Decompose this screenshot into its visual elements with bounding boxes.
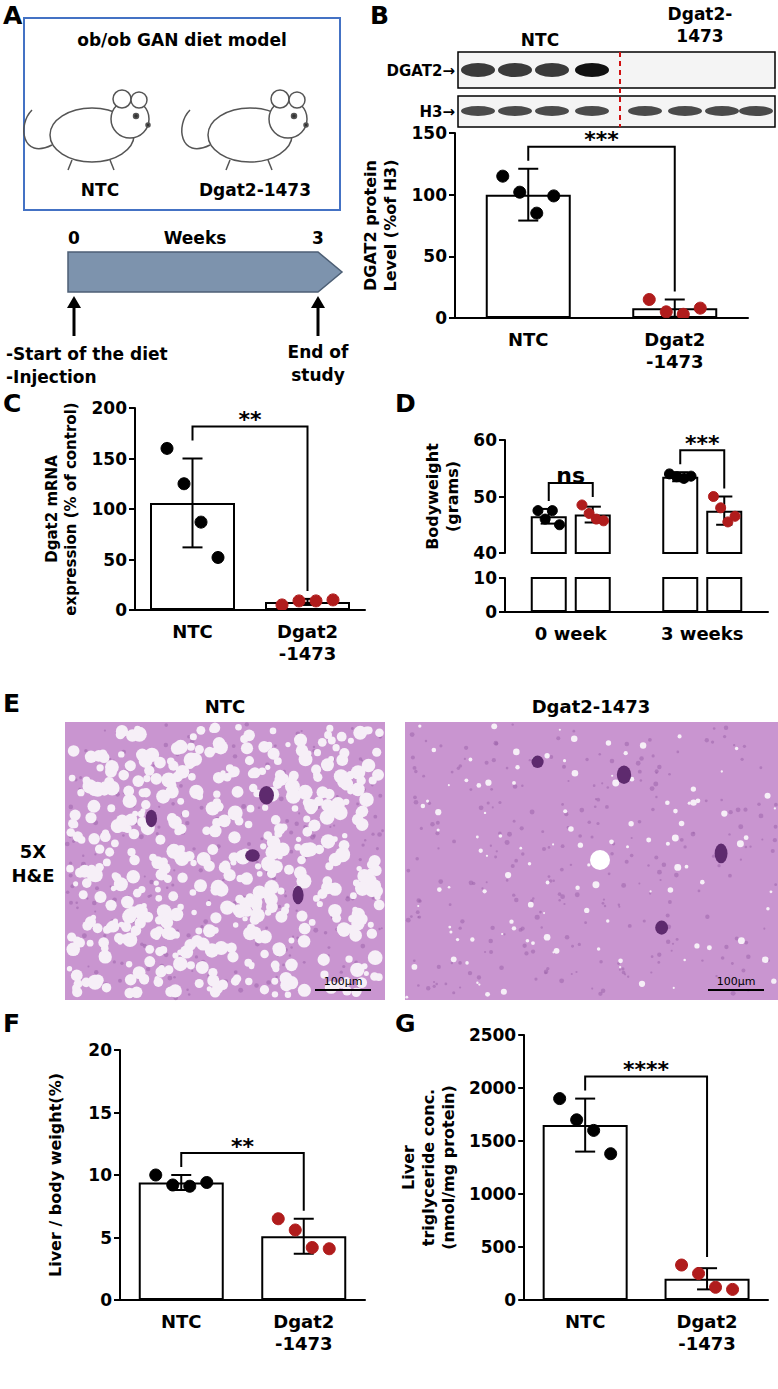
svg-text:NTC: NTC: [521, 30, 559, 50]
svg-text:Dgat2-1473: Dgat2-1473: [668, 4, 733, 46]
svg-text:5XH&E: 5XH&E: [11, 841, 54, 886]
svg-text:0 week: 0 week: [535, 623, 608, 644]
svg-text:ns: ns: [556, 463, 585, 488]
svg-text:NTC: NTC: [172, 621, 213, 642]
svg-text:DGAT2 protein: DGAT2 protein: [361, 160, 380, 291]
svg-text:1500: 1500: [469, 1131, 516, 1151]
svg-text:5: 5: [100, 1228, 112, 1248]
svg-text:**: **: [238, 407, 262, 432]
svg-text:500: 500: [481, 1237, 517, 1257]
svg-text:50: 50: [423, 246, 447, 266]
svg-text:0: 0: [115, 600, 127, 620]
svg-text:C: C: [3, 389, 21, 418]
svg-text:End ofstudy: End ofstudy: [288, 342, 349, 385]
svg-text:NTC: NTC: [81, 180, 119, 200]
svg-text:0: 0: [100, 1290, 112, 1310]
svg-text:ob/ob GAN diet model: ob/ob GAN diet model: [77, 30, 287, 50]
svg-text:3: 3: [312, 228, 324, 248]
svg-text:-Start of the diet: -Start of the diet: [6, 344, 168, 364]
svg-text:-1473: -1473: [646, 351, 704, 372]
svg-text:***: ***: [584, 127, 619, 152]
svg-text:H3→: H3→: [419, 103, 455, 121]
svg-text:Dgat2: Dgat2: [644, 329, 705, 350]
svg-text:Dgat2-1473: Dgat2-1473: [532, 696, 651, 717]
svg-text:100: 100: [92, 499, 128, 519]
svg-text:2000: 2000: [469, 1078, 516, 1098]
svg-text:0: 0: [504, 1290, 516, 1310]
svg-text:-1473: -1473: [678, 1333, 736, 1354]
svg-text:20: 20: [88, 1040, 112, 1060]
svg-text:(grams): (grams): [443, 461, 462, 532]
svg-text:100µm: 100µm: [324, 975, 363, 988]
svg-text:***: ***: [685, 431, 720, 456]
svg-text:DGAT2→: DGAT2→: [387, 62, 455, 80]
svg-text:50: 50: [103, 550, 127, 570]
svg-text:150: 150: [92, 449, 128, 469]
svg-text:Liver / body weight(%): Liver / body weight(%): [46, 1073, 65, 1277]
svg-text:triglyceride conc.: triglyceride conc.: [419, 1089, 438, 1246]
svg-text:****: ****: [623, 1057, 670, 1082]
svg-text:**: **: [231, 1134, 255, 1159]
svg-text:-1473: -1473: [279, 643, 337, 664]
svg-text:-1473: -1473: [275, 1333, 333, 1354]
svg-text:E: E: [3, 689, 20, 718]
svg-text:Weeks: Weeks: [164, 228, 227, 248]
svg-text:Level (%of H3): Level (%of H3): [381, 159, 400, 291]
svg-text:3 weeks: 3 weeks: [661, 623, 744, 644]
svg-text:60: 60: [473, 430, 497, 450]
svg-text:Dgat2 mRNA: Dgat2 mRNA: [43, 455, 61, 563]
svg-text:Dgat2: Dgat2: [273, 1311, 334, 1332]
svg-text:100µm: 100µm: [717, 975, 756, 988]
svg-text:10: 10: [473, 568, 497, 588]
svg-text:NTC: NTC: [205, 696, 246, 717]
svg-text:expression (% of control): expression (% of control): [62, 402, 80, 615]
svg-text:40: 40: [473, 543, 497, 563]
svg-text:0: 0: [435, 308, 447, 328]
svg-text:150: 150: [412, 123, 448, 143]
svg-text:50: 50: [473, 487, 497, 507]
svg-text:B: B: [370, 1, 389, 30]
svg-text:Liver: Liver: [399, 1145, 418, 1190]
svg-text:Dgat2-1473: Dgat2-1473: [199, 180, 311, 200]
svg-text:2500: 2500: [469, 1025, 516, 1045]
svg-text:200: 200: [92, 398, 128, 418]
svg-text:-Injection: -Injection: [6, 367, 97, 387]
svg-text:Bodyweight: Bodyweight: [423, 443, 442, 550]
svg-text:NTC: NTC: [161, 1311, 202, 1332]
svg-text:10: 10: [88, 1165, 112, 1185]
svg-text:0: 0: [68, 228, 80, 248]
svg-text:100: 100: [412, 185, 448, 205]
svg-text:(nmol/mg protein): (nmol/mg protein): [439, 1085, 458, 1249]
svg-text:A: A: [3, 1, 23, 30]
svg-text:15: 15: [88, 1103, 112, 1123]
svg-text:G: G: [395, 1009, 416, 1038]
svg-text:Dgat2: Dgat2: [676, 1311, 737, 1332]
svg-text:0: 0: [485, 602, 497, 622]
svg-text:F: F: [3, 1009, 20, 1038]
svg-text:D: D: [395, 389, 416, 418]
svg-text:NTC: NTC: [508, 329, 549, 350]
svg-text:Dgat2: Dgat2: [277, 621, 338, 642]
svg-text:1000: 1000: [469, 1184, 516, 1204]
svg-text:NTC: NTC: [565, 1311, 606, 1332]
